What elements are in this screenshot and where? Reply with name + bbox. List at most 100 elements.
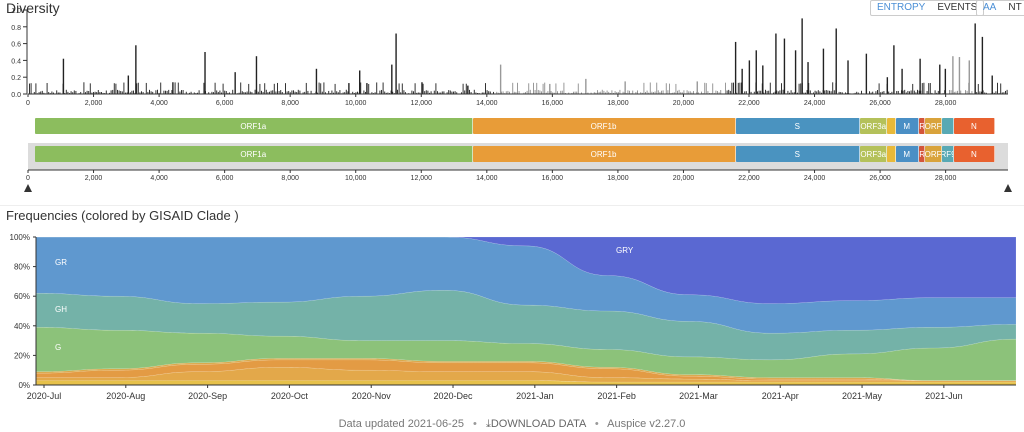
entropy-bar[interactable] xyxy=(251,92,253,94)
entropy-bar[interactable] xyxy=(221,92,222,94)
entropy-bar[interactable] xyxy=(632,90,634,94)
entropy-bar[interactable] xyxy=(273,83,275,94)
entropy-bar[interactable] xyxy=(249,91,251,94)
entropy-bar[interactable] xyxy=(561,90,563,94)
entropy-bar[interactable] xyxy=(627,90,629,94)
entropy-bar[interactable] xyxy=(512,82,514,94)
entropy-bar[interactable] xyxy=(401,83,403,94)
entropy-bar[interactable] xyxy=(587,92,589,94)
entropy-bar[interactable] xyxy=(523,92,525,94)
entropy-bar[interactable] xyxy=(299,90,301,94)
entropy-bar[interactable] xyxy=(672,92,674,94)
entropy-bar[interactable] xyxy=(793,92,795,94)
entropy-bar[interactable] xyxy=(464,90,466,94)
entropy-bar[interactable] xyxy=(635,91,637,94)
entropy-peak[interactable] xyxy=(696,81,698,94)
entropy-bar[interactable] xyxy=(907,90,909,94)
entropy-bar[interactable] xyxy=(533,82,534,94)
entropy-bar[interactable] xyxy=(918,90,920,94)
entropy-bar[interactable] xyxy=(168,89,170,94)
entropy-bar[interactable] xyxy=(926,91,928,94)
entropy-bar[interactable] xyxy=(259,83,261,94)
entropy-bar[interactable] xyxy=(437,91,438,94)
entropy-bar[interactable] xyxy=(872,91,874,94)
entropy-bar[interactable] xyxy=(678,89,680,94)
entropy-toggle[interactable]: ENTROPY xyxy=(877,2,926,13)
entropy-bar[interactable] xyxy=(781,83,782,94)
entropy-bar[interactable] xyxy=(29,83,30,94)
entropy-peak[interactable] xyxy=(549,83,551,94)
entropy-bar[interactable] xyxy=(597,90,598,94)
entropy-bar[interactable] xyxy=(555,83,557,94)
entropy-bar[interactable] xyxy=(643,82,645,94)
gene-orf6[interactable]: ORF xyxy=(918,146,926,162)
entropy-bar[interactable] xyxy=(286,91,288,94)
entropy-bar[interactable] xyxy=(342,92,344,94)
entropy-bar[interactable] xyxy=(869,91,870,94)
entropy-bar[interactable] xyxy=(422,83,424,94)
entropy-bar[interactable] xyxy=(657,90,659,94)
entropy-bar[interactable] xyxy=(339,90,341,94)
entropy-bar[interactable] xyxy=(262,91,264,94)
entropy-bar[interactable] xyxy=(603,90,605,94)
entropy-bar[interactable] xyxy=(955,91,957,94)
entropy-bar[interactable] xyxy=(65,89,67,94)
gene-orf1b[interactable]: ORF1b xyxy=(472,146,736,162)
entropy-bar[interactable] xyxy=(213,92,214,94)
entropy-bar[interactable] xyxy=(272,90,274,94)
entropy-bar[interactable] xyxy=(481,92,483,94)
entropy-bar[interactable] xyxy=(486,90,488,94)
entropy-bar[interactable] xyxy=(805,92,806,94)
entropy-bar[interactable] xyxy=(245,92,246,94)
entropy-bar[interactable] xyxy=(117,89,118,94)
entropy-bar[interactable] xyxy=(912,83,914,94)
entropy-peak[interactable] xyxy=(901,68,903,94)
entropy-bar[interactable] xyxy=(465,83,467,94)
entropy-bar[interactable] xyxy=(720,90,722,94)
entropy-peak[interactable] xyxy=(624,81,626,94)
entropy-bar[interactable] xyxy=(120,91,122,94)
entropy-bar[interactable] xyxy=(141,91,142,94)
entropy-bar[interactable] xyxy=(185,91,187,94)
entropy-bar[interactable] xyxy=(280,90,282,94)
entropy-bar[interactable] xyxy=(821,92,822,94)
diversity-chart[interactable]: 0.0 0.2 0.4 0.6 0.8 1.0 0 2,000 4,000 6,000 8,000… xyxy=(0,0,1024,206)
entropy-bar[interactable] xyxy=(46,82,48,94)
entropy-bar[interactable] xyxy=(139,92,141,94)
entropy-bar[interactable] xyxy=(680,92,682,94)
entropy-bar[interactable] xyxy=(134,92,136,94)
entropy-bar[interactable] xyxy=(782,89,784,94)
entropy-bar[interactable] xyxy=(934,90,936,94)
entropy-bar[interactable] xyxy=(845,92,846,94)
gene-m[interactable]: M xyxy=(895,118,919,134)
entropy-bar[interactable] xyxy=(707,91,709,94)
entropy-peak[interactable] xyxy=(822,48,825,94)
entropy-bar[interactable] xyxy=(232,89,234,94)
entropy-bar[interactable] xyxy=(430,91,432,94)
entropy-bar[interactable] xyxy=(573,91,574,94)
entropy-bar[interactable] xyxy=(648,92,650,94)
entropy-bar[interactable] xyxy=(382,82,384,94)
entropy-bar[interactable] xyxy=(701,91,702,94)
entropy-peak[interactable] xyxy=(801,18,803,94)
entropy-bar[interactable] xyxy=(411,90,413,94)
entropy-bar[interactable] xyxy=(608,91,610,94)
entropy-bar[interactable] xyxy=(30,83,32,94)
entropy-bar[interactable] xyxy=(227,92,229,94)
entropy-bar[interactable] xyxy=(832,82,834,94)
entropy-bar[interactable] xyxy=(93,92,94,94)
entropy-peak[interactable] xyxy=(893,45,895,94)
gene-s[interactable]: S xyxy=(735,118,861,134)
entropy-bar[interactable] xyxy=(697,92,699,94)
entropy-bar[interactable] xyxy=(133,90,134,94)
entropy-bar[interactable] xyxy=(897,90,899,94)
entropy-bar[interactable] xyxy=(261,90,262,94)
entropy-bar[interactable] xyxy=(125,92,126,94)
entropy-bar[interactable] xyxy=(493,91,494,94)
entropy-bar[interactable] xyxy=(509,91,510,94)
entropy-bar[interactable] xyxy=(448,90,450,94)
entropy-bar[interactable] xyxy=(733,82,734,94)
entropy-peak[interactable] xyxy=(958,57,961,94)
entropy-bar[interactable] xyxy=(609,92,611,94)
entropy-bar[interactable] xyxy=(528,83,530,94)
